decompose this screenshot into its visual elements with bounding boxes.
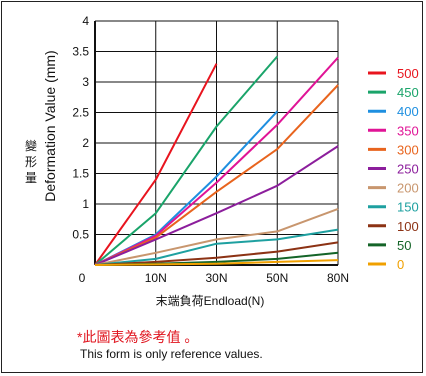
series-line-150 xyxy=(94,228,339,266)
series-line-100 xyxy=(94,241,339,266)
legend-label-200: 200 xyxy=(397,181,419,196)
legend-label-250: 250 xyxy=(397,162,419,177)
series-line-250 xyxy=(94,145,339,266)
legend-label-500: 500 xyxy=(397,66,419,81)
legend-label-400: 400 xyxy=(397,104,419,119)
y-tick-label: 1.5 xyxy=(72,167,89,181)
y-tick-label: 3 xyxy=(82,75,89,89)
y-tick-label: 0 xyxy=(79,271,86,285)
series-line-300 xyxy=(94,84,339,266)
series-line-350 xyxy=(94,56,339,266)
reference-note-cn: *此圖表為參考值 。 xyxy=(77,329,199,345)
legend-label-50: 50 xyxy=(397,238,411,253)
y-tick-label: 4 xyxy=(82,14,89,28)
y-axis-label-cn: 變形量 xyxy=(24,139,37,185)
y-tick-label: 1 xyxy=(82,197,89,211)
legend-label-0: 0 xyxy=(397,257,404,272)
x-tick-label: 30N xyxy=(205,271,227,285)
legend-label-100: 100 xyxy=(397,219,419,234)
legend-label-450: 450 xyxy=(397,85,419,100)
y-tick-label: 2.5 xyxy=(72,106,89,120)
x-axis-label: 末端負荷Endload(N) xyxy=(155,294,265,308)
legend-label-350: 350 xyxy=(397,123,419,138)
series-line-500 xyxy=(94,63,218,266)
x-tick-label: 50N xyxy=(266,271,288,285)
x-tick-label: 80N xyxy=(327,271,349,285)
legend-label-150: 150 xyxy=(397,200,419,215)
y-tick-label: 0.5 xyxy=(72,228,89,242)
legend-label-300: 300 xyxy=(397,142,419,157)
x-tick-label: 10N xyxy=(145,271,167,285)
y-tick-label: 3.5 xyxy=(72,45,89,59)
reference-note-en: This form is only reference values. xyxy=(80,347,263,361)
series-line-0 xyxy=(94,259,339,266)
series-line-450 xyxy=(94,55,279,266)
series-line-200 xyxy=(94,207,339,266)
y-tick-label: 2 xyxy=(82,136,89,150)
